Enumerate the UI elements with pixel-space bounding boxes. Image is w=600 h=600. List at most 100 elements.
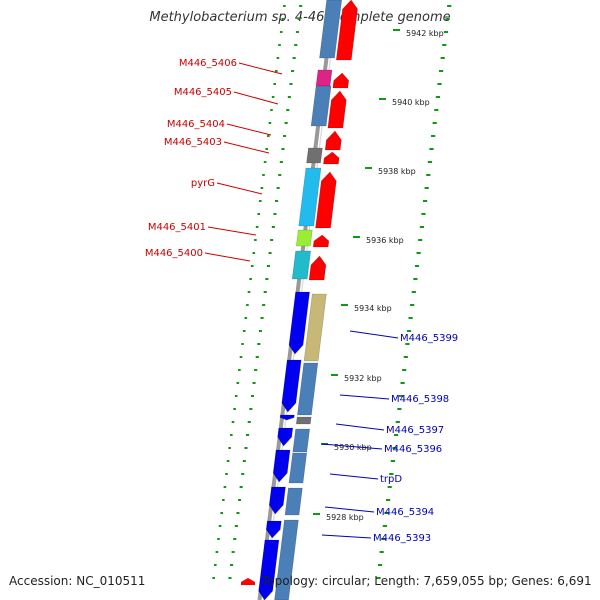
gc-dot bbox=[403, 356, 408, 358]
gc-dot bbox=[427, 161, 432, 163]
reverse-cds-arrow bbox=[281, 359, 302, 413]
gc-dot bbox=[408, 317, 413, 319]
gc-dot bbox=[249, 278, 252, 280]
gc-dot bbox=[284, 122, 288, 124]
gene-label-m446_5399: M446_5399 bbox=[400, 333, 458, 344]
gc-dot bbox=[376, 577, 381, 579]
feature-block-m446_5405 bbox=[310, 85, 332, 127]
gc-dot bbox=[222, 499, 225, 501]
gc-dot bbox=[241, 473, 245, 475]
gc-dot bbox=[297, 18, 301, 20]
feature-block-m446_5399 bbox=[303, 293, 327, 362]
gc-dot bbox=[273, 83, 276, 85]
gc-dot bbox=[234, 395, 238, 397]
gc-dot bbox=[387, 486, 392, 488]
gc-dot bbox=[260, 187, 264, 189]
reverse-cds-arrow bbox=[279, 414, 295, 421]
gc-dot bbox=[225, 473, 228, 475]
gc-dot bbox=[247, 421, 251, 423]
gc-dot bbox=[279, 31, 283, 33]
gc-dot bbox=[212, 577, 215, 579]
feature-block-pyrg bbox=[298, 167, 322, 227]
gc-dot bbox=[431, 135, 436, 137]
gc-dot bbox=[289, 83, 293, 85]
feature-blocks bbox=[274, 0, 342, 600]
gc-dot bbox=[238, 369, 241, 371]
gc-dot bbox=[217, 538, 220, 540]
tick-label: 5930 kbp bbox=[334, 443, 372, 452]
gene-label-m446_5406: M446_5406 bbox=[179, 58, 237, 69]
gc-dot bbox=[294, 44, 298, 46]
forward-cds-arrow bbox=[315, 171, 337, 229]
gc-dot bbox=[226, 460, 230, 462]
leader-line bbox=[349, 330, 399, 339]
gc-dot bbox=[437, 83, 442, 85]
gc-dot bbox=[250, 265, 254, 267]
reverse-cds-arrow bbox=[268, 486, 286, 515]
gene-label-m446_5403: M446_5403 bbox=[164, 137, 222, 148]
gc-dot bbox=[246, 304, 249, 306]
feature-block-top bbox=[319, 0, 342, 59]
gc-dot bbox=[231, 421, 235, 423]
forward-cds-arrow bbox=[335, 0, 358, 61]
gc-dot bbox=[421, 213, 426, 215]
gc-dot bbox=[402, 369, 407, 371]
forward-cds-arrow bbox=[324, 130, 342, 151]
leader-line bbox=[321, 534, 372, 539]
gc-dot bbox=[270, 239, 274, 241]
gene-label-pyrg: pyrG bbox=[191, 178, 215, 189]
leader-line bbox=[321, 443, 383, 450]
gc-dot bbox=[239, 486, 243, 488]
gc-dot bbox=[275, 70, 278, 72]
tick-label: 5934 kbp bbox=[354, 304, 392, 313]
gc-dot bbox=[406, 330, 412, 332]
feature-block-m446_5403 bbox=[306, 147, 323, 164]
forward-strand-legend-icon bbox=[241, 578, 255, 585]
tick-label: 5932 kbp bbox=[344, 374, 382, 383]
leader-line bbox=[204, 252, 251, 262]
feature-block-m446_5400 bbox=[291, 250, 312, 280]
gc-dot bbox=[271, 96, 275, 98]
reverse-cds-arrow bbox=[258, 539, 280, 600]
feature-block-m446_5401 bbox=[295, 229, 313, 247]
feature-block-m446_5396 bbox=[292, 428, 311, 453]
gc-dot bbox=[214, 564, 217, 566]
accession-text: Accession: NC_010511 bbox=[9, 574, 146, 588]
gc-dot bbox=[411, 291, 416, 293]
tick-label: 5940 kbp bbox=[392, 98, 430, 107]
gc-dot bbox=[242, 460, 246, 462]
gc-dot bbox=[279, 161, 283, 163]
gc-dot bbox=[397, 408, 402, 410]
feature-block-m446_5397 bbox=[295, 416, 312, 425]
reverse-cds-arrow bbox=[272, 449, 291, 483]
gc-dot bbox=[405, 343, 410, 345]
gc-dot bbox=[398, 395, 404, 397]
gene-label-m446_5404: M446_5404 bbox=[167, 119, 225, 130]
gc-dot bbox=[244, 317, 248, 319]
gc-dot bbox=[445, 18, 450, 20]
gc-dot bbox=[260, 317, 264, 319]
gc-dot bbox=[389, 473, 394, 475]
gc-dot bbox=[394, 434, 399, 436]
gc-dot bbox=[266, 265, 270, 267]
gc-dot bbox=[283, 135, 287, 137]
tick-label: 5936 kbp bbox=[366, 236, 404, 245]
gene-label-m446_5397: M446_5397 bbox=[386, 425, 444, 436]
gc-dot bbox=[434, 109, 439, 111]
gene-labels: M446_5406 M446_5405 M446_5404 M446_5403 pyrG… bbox=[145, 58, 458, 544]
gc-dot bbox=[234, 525, 238, 527]
kbp-ticks: 5942 kbp 5940 kbp 5938 kbp 5936 kbp 5934 kbp… bbox=[313, 29, 444, 522]
gc-dot bbox=[238, 499, 242, 501]
tick-label: 5928 kbp bbox=[326, 513, 364, 522]
gc-dot bbox=[233, 408, 236, 410]
gc-dot bbox=[281, 148, 285, 150]
gc-dot bbox=[236, 512, 240, 514]
gc-dot bbox=[223, 486, 227, 488]
gc-dot bbox=[242, 330, 246, 332]
gc-dot bbox=[250, 395, 254, 397]
gene-label-trpd: trpD bbox=[380, 474, 402, 485]
gc-dot bbox=[286, 109, 290, 111]
gc-dot bbox=[400, 382, 405, 384]
gc-dot bbox=[413, 278, 418, 280]
